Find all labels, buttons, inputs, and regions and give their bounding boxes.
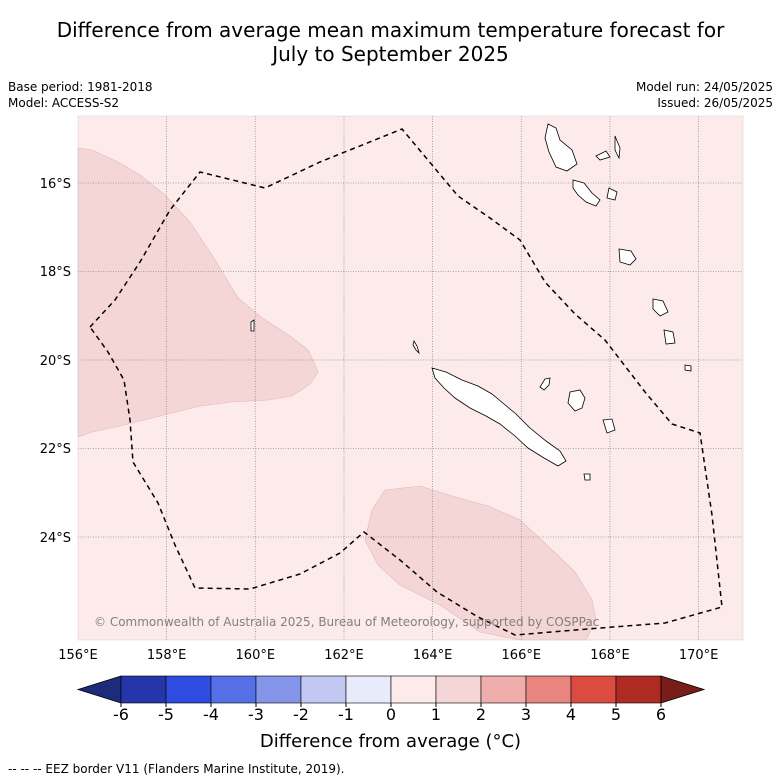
lon-tick-170: 170°E [679,648,719,663]
colorbar-tick-label: 5 [611,705,621,724]
colorbar: -6 -5 -4 -3 -2 -1 0 1 2 3 4 5 6 [76,675,706,724]
meta-right: Model run: 24/05/2025 Issued: 26/05/2025 [636,79,773,111]
lon-tick-162: 162°E [324,648,364,663]
lat-tick-16: 16°S [40,177,71,192]
land-outlines [250,123,692,481]
lord-howe-like-islet [250,319,255,332]
map-frame [77,115,744,641]
colorbar-tick-label: 3 [521,705,531,724]
colorbar-tick-label: 6 [656,705,666,724]
colorbar-tick-label: -5 [158,705,174,724]
base-period-text: Base period: 1981-2018 [8,80,153,94]
vanuatu-efate [618,248,637,266]
issued-text: Issued: 26/05/2025 [657,96,773,110]
colorbar-swatch [615,675,662,704]
vanuatu-maewo [614,135,621,160]
colorbar-swatch [570,675,617,704]
lat-tick-18: 18°S [40,265,71,280]
colorbar-swatch [120,675,167,704]
meta-left: Base period: 1981-2018 Model: ACCESS-S2 [8,79,153,111]
anomaly-region-southeast [364,485,597,641]
vanuatu-ambae [595,150,611,161]
lon-tick-158: 158°E [147,648,187,663]
colorbar-tick-label: -2 [293,705,309,724]
lat-axis: 16°S 18°S 20°S 22°S 24°S [40,177,71,546]
colorbar-tick-label: 4 [566,705,576,724]
colorbar-swatch [210,675,257,704]
colorbar-tick-label: -4 [203,705,219,724]
colorbar-tick-label: 1 [431,705,441,724]
lon-tick-166: 166°E [502,648,542,663]
colorbar-swatch [525,675,572,704]
lon-tick-160: 160°E [236,648,276,663]
colorbar-swatch [255,675,302,704]
colorbar-swatch [345,675,392,704]
colorbar-tick-label: 2 [476,705,486,724]
colorbar-tick-label: 0 [386,705,396,724]
lon-tick-164: 164°E [413,648,453,663]
belep-islet [412,339,420,355]
vanuatu-tanna [663,329,676,345]
loyalty-ouvea [539,377,551,391]
vanuatu-malakula [572,179,601,207]
lon-tick-168: 168°E [590,648,630,663]
lat-tick-20: 20°S [40,354,71,369]
colorbar-extend-high [660,675,706,704]
lat-tick-22: 22°S [40,442,71,457]
vanuatu-aneityum [684,364,692,372]
isle-of-pines [583,473,591,481]
vanuatu-espiritu-santo [544,123,578,172]
colorbar-swatch [300,675,347,704]
vanuatu-erromango [652,298,669,317]
title-line-2: July to September 2025 [272,42,509,66]
eez-border [89,128,723,636]
anomaly-region-west [77,147,319,438]
eez-footer-note: -- -- -- EEZ border V11 (Flanders Marine… [8,762,345,776]
colorbar-tick-label: -6 [113,705,129,724]
map-credit: © Commonwealth of Australia 2025, Bureau… [94,615,599,629]
colorbar-swatch [165,675,212,704]
loyalty-lifou [567,389,586,412]
colorbar-tick-label: -1 [338,705,354,724]
colorbar-swatch [480,675,527,704]
loyalty-mare [602,418,616,434]
colorbar-label: Difference from average (°C) [259,731,522,752]
new-caledonia-island [431,367,567,467]
colorbar-swatch [390,675,437,704]
colorbar-swatch [435,675,482,704]
colorbar-extend-low [76,675,122,704]
model-text: Model: ACCESS-S2 [8,96,120,110]
lon-axis: 156°E 158°E 160°E 162°E 164°E 166°E 168°… [58,648,718,663]
model-run-text: Model run: 24/05/2025 [635,80,773,94]
lon-tick-156: 156°E [58,648,98,663]
chart-title: Difference from average mean maximum tem… [0,18,781,66]
title-line-1: Difference from average mean maximum tem… [56,18,725,42]
grid-lines [78,116,743,640]
colorbar-tick-label: -3 [248,705,264,724]
vanuatu-pentecost [606,187,618,201]
lat-tick-24: 24°S [40,531,71,546]
